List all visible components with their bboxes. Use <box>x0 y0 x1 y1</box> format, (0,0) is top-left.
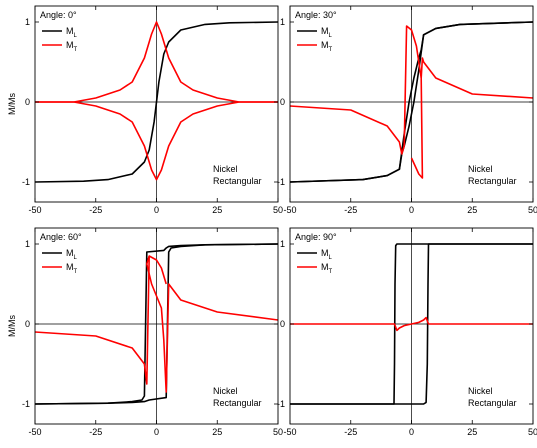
x-tick-label: 50 <box>528 205 537 215</box>
legend-subscript: T <box>74 47 78 53</box>
x-tick-label: 0 <box>154 205 159 215</box>
legend-label-ml: ML <box>321 26 333 39</box>
ml-curve-2 <box>35 243 278 405</box>
series-group <box>290 21 533 183</box>
x-tick-label: 0 <box>154 427 159 437</box>
sample-note-line: Rectangular <box>213 398 262 408</box>
angle-annotation: Angle: 30° <box>295 10 337 20</box>
x-tick-label: 50 <box>273 205 283 215</box>
x-tick-label: 25 <box>212 427 222 437</box>
legend-label-ml: ML <box>66 248 78 261</box>
y-tick-label: 0 <box>25 319 30 329</box>
legend-symbol: M <box>321 26 329 36</box>
mt-curve-4 <box>146 255 278 393</box>
legend-symbol: M <box>66 248 74 258</box>
mt-curve-3 <box>35 101 278 181</box>
x-tick-label: 25 <box>467 427 477 437</box>
sample-note-line: Rectangular <box>468 176 517 186</box>
y-tick-label: 1 <box>280 17 285 27</box>
legend-symbol: M <box>66 26 74 36</box>
legend-subscript: L <box>74 255 78 261</box>
legend-label-ml: ML <box>321 248 333 261</box>
series-group <box>35 21 278 183</box>
mt-curve-3 <box>35 255 167 385</box>
ml-curve-2 <box>290 21 533 183</box>
ml-curve-2 <box>290 243 533 405</box>
legend-symbol: M <box>321 40 329 50</box>
legend-symbol: M <box>321 262 329 272</box>
angle-annotation: Angle: 0° <box>40 10 77 20</box>
legend-symbol: M <box>66 40 74 50</box>
x-tick-label: -50 <box>28 427 41 437</box>
y-tick-label: 0 <box>280 319 285 329</box>
x-tick-label: 0 <box>409 427 414 437</box>
legend-symbol: M <box>321 248 329 258</box>
x-tick-label: 0 <box>409 205 414 215</box>
legend-label-mt: MT <box>321 40 333 53</box>
x-tick-label: 50 <box>528 427 537 437</box>
series-group <box>290 243 533 405</box>
sample-note-line: Nickel <box>468 164 493 174</box>
mt-curve-3 <box>290 25 424 179</box>
legend-subscript: T <box>74 269 78 275</box>
legend-label-mt: MT <box>321 262 333 275</box>
mt-curve-2 <box>35 21 278 103</box>
x-tick-label: -50 <box>283 427 296 437</box>
legend-symbol: M <box>66 262 74 272</box>
legend-label-mt: MT <box>66 40 78 53</box>
x-tick-label: -25 <box>89 427 102 437</box>
y-tick-label: 1 <box>25 239 30 249</box>
legend-subscript: T <box>329 47 333 53</box>
y-tick-label: -1 <box>22 177 30 187</box>
angle-annotation: Angle: 90° <box>295 232 337 242</box>
x-tick-label: -25 <box>344 205 357 215</box>
ml-curve-1 <box>35 21 278 183</box>
legend-subscript: L <box>329 33 333 39</box>
y-axis-label: M/Ms <box>7 93 17 115</box>
sample-note-line: Rectangular <box>213 176 262 186</box>
sample-note-line: Nickel <box>213 164 238 174</box>
y-tick-label: -1 <box>277 177 285 187</box>
series-group <box>35 243 278 405</box>
mt-curve-3 <box>290 316 533 332</box>
sample-note-line: Nickel <box>468 386 493 396</box>
x-tick-label: 50 <box>273 427 283 437</box>
legend-subscript: T <box>329 269 333 275</box>
legend-subscript: L <box>74 33 78 39</box>
x-tick-label: -50 <box>28 205 41 215</box>
mt-curve-4 <box>420 57 533 99</box>
y-axis-label: M/Ms <box>7 315 17 337</box>
y-tick-label: 0 <box>280 97 285 107</box>
sample-note-line: Rectangular <box>468 398 517 408</box>
angle-annotation: Angle: 60° <box>40 232 82 242</box>
legend-label-mt: MT <box>66 262 78 275</box>
x-tick-label: 25 <box>212 205 222 215</box>
y-tick-label: -1 <box>22 399 30 409</box>
x-tick-label: -50 <box>283 205 296 215</box>
x-tick-label: -25 <box>344 427 357 437</box>
x-tick-label: -25 <box>89 205 102 215</box>
x-tick-label: 25 <box>467 205 477 215</box>
y-tick-label: 0 <box>25 97 30 107</box>
legend-subscript: L <box>329 255 333 261</box>
legend-label-ml: ML <box>66 26 78 39</box>
y-tick-label: 1 <box>280 239 285 249</box>
y-tick-label: 1 <box>25 17 30 27</box>
y-tick-label: -1 <box>277 399 285 409</box>
sample-note-line: Nickel <box>213 386 238 396</box>
